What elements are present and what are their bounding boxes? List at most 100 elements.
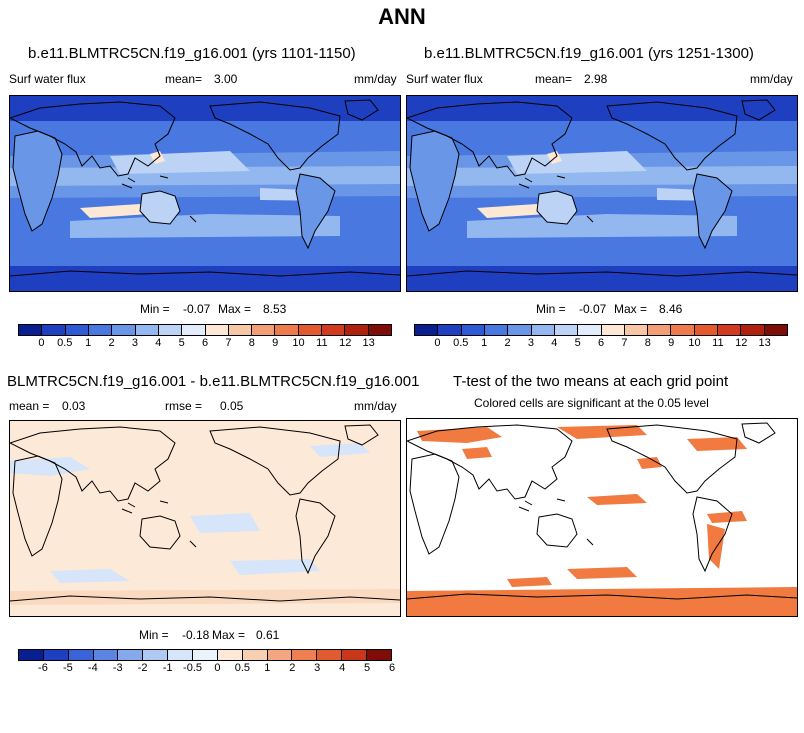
colorbar-tick-label: 10 (292, 337, 305, 349)
colorbar-segment (322, 325, 346, 335)
colorbar-segment (267, 650, 293, 660)
panel1-min-value: -0.07 (183, 302, 211, 316)
colorbar-tick-label: -3 (112, 662, 123, 674)
colorbar-tick-label: 9 (272, 337, 279, 349)
panel2-mean-value: 2.98 (584, 72, 608, 86)
colorbar-segment (42, 325, 66, 335)
colorbar-tick-label: 8 (248, 337, 255, 349)
colorbar-segment (484, 325, 509, 335)
colorbar-segment (578, 325, 602, 335)
colorbar-tick-label: 5 (178, 337, 185, 349)
colorbar-segment (317, 650, 343, 660)
colorbar-tick-label: 4 (551, 337, 558, 349)
colorbar-segment (531, 325, 555, 335)
colorbar-segment (367, 650, 391, 660)
panel3-mean-label: mean = (9, 399, 50, 413)
colorbar-segment (135, 325, 159, 335)
colorbar-tick-label: 1 (264, 662, 271, 674)
panel1-map (9, 95, 401, 292)
colorbar-segment (741, 325, 765, 335)
panel4-title: T-test of the two means at each grid poi… (453, 373, 729, 390)
colorbar-tick-label: 2 (289, 662, 296, 674)
colorbar-segment (461, 325, 485, 335)
colorbar-tick-label: 6 (597, 337, 605, 349)
colorbar-tick-label: 0 (38, 337, 45, 349)
panel2-colorbar (414, 324, 788, 336)
colorbar-tick-label: 0.5 (453, 337, 469, 349)
panel3-mean-value: 0.03 (62, 399, 86, 413)
panel3-colorbar (18, 649, 392, 661)
colorbar-tick-label: 10 (688, 337, 701, 349)
colorbar-tick-label: 5 (574, 337, 581, 349)
figure-title: ANN (378, 4, 426, 29)
colorbar-segment (93, 650, 119, 660)
colorbar-tick-label: 12 (735, 337, 748, 349)
panel3-colorbar-labels: -6 -5 -4 -3 -2 -1 -0.5 0 0.5 1 2 3 4 5 6 (18, 662, 396, 676)
colorbar-segment (143, 650, 169, 660)
colorbar-segment (158, 325, 183, 335)
panel2-max-value: 8.46 (659, 302, 683, 316)
colorbar-segment (43, 650, 69, 660)
colorbar-tick-label: -5 (62, 662, 73, 674)
colorbar-segment (242, 650, 268, 660)
colorbar-segment (342, 650, 368, 660)
colorbar-tick-label: 0 (434, 337, 441, 349)
colorbar-segment (624, 325, 649, 335)
colorbar-tick-label: 4 (155, 337, 162, 349)
panel1-colorbar (18, 324, 392, 336)
colorbar-tick-label: 5 (364, 662, 371, 674)
colorbar-tick-label: 2 (108, 337, 115, 349)
colorbar-tick-label: 12 (339, 337, 352, 349)
colorbar-tick-label: 0.5 (57, 337, 73, 349)
panel1-colorbar-labels: 0 0.5 1 2 3 4 5 6 7 8 9 10 11 12 13 (18, 337, 392, 351)
colorbar-segment (601, 325, 625, 335)
colorbar-segment (88, 325, 113, 335)
panel1-mean-label: mean= (165, 72, 203, 86)
colorbar-tick-label: 3 (131, 337, 138, 349)
colorbar-tick-label: 3 (527, 337, 534, 349)
colorbar-segment (118, 650, 144, 660)
panel2-min-value: -0.07 (579, 302, 607, 316)
panel3-max-value: 0.61 (256, 628, 280, 642)
colorbar-tick-label: 11 (316, 337, 328, 349)
panel2-max-label: Max = (614, 302, 648, 316)
panel2-variable: Surf water flux (406, 72, 483, 86)
panel1-min-label: Min = (140, 302, 170, 316)
colorbar-segment (252, 325, 276, 335)
panel3-title: BLMTRC5CN.f19_g16.001 - b.e11.BLMTRC5CN.… (7, 373, 420, 390)
panel1-units: mm/day (354, 72, 397, 86)
panel3-rmse-value: 0.05 (220, 399, 244, 413)
colorbar-tick-label: 13 (758, 337, 771, 349)
colorbar-segment (112, 325, 136, 335)
panel2-mean-label: mean= (535, 72, 573, 86)
colorbar-tick-label: 6 (388, 662, 396, 674)
panel1-variable: Surf water flux (9, 72, 86, 86)
panel3-units: mm/day (354, 399, 397, 413)
panel1-mean-value: 3.00 (214, 72, 238, 86)
panel3-min-value: -0.18 (182, 628, 210, 642)
panel1-max-value: 8.53 (263, 302, 287, 316)
colorbar-tick-label: 4 (339, 662, 346, 674)
colorbar-tick-label: 0.5 (234, 662, 251, 674)
colorbar-tick-label: 8 (644, 337, 651, 349)
colorbar-segment (764, 325, 787, 335)
colorbar-tick-label: 7 (621, 337, 628, 349)
colorbar-segment (298, 325, 323, 335)
colorbar-segment (205, 325, 229, 335)
colorbar-segment (68, 650, 94, 660)
panel3-max-label: Max = (212, 628, 246, 642)
colorbar-segment (168, 650, 194, 660)
panel2-colorbar-labels: 0 0.5 1 2 3 4 5 6 7 8 9 10 11 12 13 (414, 337, 788, 351)
panel2-map (406, 95, 798, 292)
colorbar-segment (182, 325, 206, 335)
colorbar-segment (19, 325, 43, 335)
panel2-min-label: Min = (536, 302, 566, 316)
colorbar-segment (193, 650, 218, 660)
colorbar-tick-label: 11 (712, 337, 724, 349)
colorbar-segment (415, 325, 439, 335)
colorbar-segment (508, 325, 532, 335)
colorbar-segment (694, 325, 719, 335)
colorbar-segment (217, 650, 243, 660)
colorbar-tick-label: 1 (481, 337, 488, 349)
colorbar-tick-label: -0.5 (183, 662, 203, 674)
